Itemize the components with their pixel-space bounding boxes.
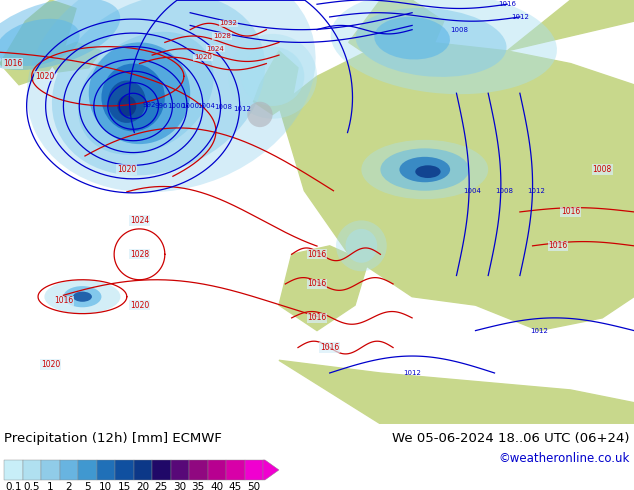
Text: 30: 30 [173,482,186,490]
Text: 10: 10 [99,482,112,490]
Ellipse shape [380,148,469,191]
Text: 35: 35 [191,482,205,490]
Text: 1008: 1008 [214,104,232,110]
Text: 50: 50 [247,482,261,490]
Ellipse shape [27,0,316,192]
Bar [4,460,22,480]
Text: 1028: 1028 [213,33,231,39]
Ellipse shape [336,220,387,271]
Polygon shape [44,43,101,72]
Text: We 05-06-2024 18..06 UTC (06+24): We 05-06-2024 18..06 UTC (06+24) [392,432,630,445]
Bar [226,460,245,480]
Text: 0.1: 0.1 [5,482,22,490]
Text: ©weatheronline.co.uk: ©weatheronline.co.uk [498,452,630,465]
Ellipse shape [415,165,441,178]
Bar [22,460,41,480]
Text: 1020: 1020 [35,72,54,81]
Text: 1020: 1020 [130,301,149,310]
Text: 1012: 1012 [527,188,545,194]
Text: 1020: 1020 [117,165,136,174]
Polygon shape [507,0,634,51]
Bar [96,460,115,480]
Polygon shape [279,43,634,331]
Text: 1032: 1032 [219,20,237,26]
Text: 1016: 1016 [498,1,516,7]
Ellipse shape [346,229,377,263]
Text: 1016: 1016 [3,59,22,68]
Text: 1000: 1000 [181,103,199,109]
Text: 15: 15 [118,482,131,490]
Bar [60,460,78,480]
Text: 1008: 1008 [495,188,513,194]
Text: 20: 20 [136,482,150,490]
Polygon shape [254,51,298,115]
Text: 1008: 1008 [451,26,469,33]
Bar [134,460,152,480]
Text: 1000: 1000 [167,103,185,109]
Text: 1: 1 [47,482,53,490]
Bar [78,460,96,480]
Polygon shape [279,246,368,331]
Ellipse shape [73,292,92,302]
Text: 1012: 1012 [530,328,548,334]
Text: 1016: 1016 [320,343,339,352]
Text: 45: 45 [229,482,242,490]
Ellipse shape [399,157,450,182]
Text: 40: 40 [210,482,223,490]
Ellipse shape [117,96,136,117]
Ellipse shape [0,19,80,66]
Text: 1012: 1012 [511,14,529,20]
Text: 1012: 1012 [233,105,251,112]
Text: 1016: 1016 [307,314,327,322]
Text: 1016: 1016 [307,250,327,259]
Text: 1024: 1024 [130,216,149,225]
Text: 1004: 1004 [463,188,481,194]
Text: 1004: 1004 [197,103,215,109]
Text: 1016: 1016 [307,279,327,289]
Text: 1020: 1020 [194,54,212,60]
Ellipse shape [228,34,317,119]
Text: 25: 25 [155,482,168,490]
Bar [245,460,263,480]
Ellipse shape [63,286,101,307]
Bar [189,460,207,480]
Text: 1016: 1016 [561,207,580,217]
Text: 1020: 1020 [41,360,60,369]
Text: 992: 992 [142,102,156,108]
Polygon shape [0,0,76,85]
FancyArrow shape [263,460,279,480]
Ellipse shape [52,0,265,175]
Text: 2: 2 [65,482,72,490]
Ellipse shape [247,102,273,127]
Text: 1024: 1024 [207,46,224,52]
Ellipse shape [374,17,450,59]
Bar [207,460,226,480]
Text: 5: 5 [84,482,91,490]
Text: 996: 996 [155,103,169,109]
Text: 1008: 1008 [593,165,612,174]
Polygon shape [349,0,444,64]
Ellipse shape [356,8,507,77]
Text: 1016: 1016 [54,296,73,305]
Ellipse shape [89,43,190,144]
Text: 1028: 1028 [130,250,149,259]
Text: 1012: 1012 [403,370,421,376]
Polygon shape [279,360,634,424]
Bar [171,460,189,480]
Text: 1016: 1016 [548,242,567,250]
Ellipse shape [44,280,120,314]
Text: 0.5: 0.5 [23,482,40,490]
Ellipse shape [0,0,120,70]
Ellipse shape [331,0,557,94]
Text: Precipitation (12h) [mm] ECMWF: Precipitation (12h) [mm] ECMWF [4,432,222,445]
Ellipse shape [241,47,304,106]
Bar [41,460,60,480]
Ellipse shape [361,140,488,199]
Ellipse shape [108,80,146,123]
Bar [152,460,171,480]
Ellipse shape [78,32,214,155]
Ellipse shape [101,64,165,131]
Bar [115,460,134,480]
